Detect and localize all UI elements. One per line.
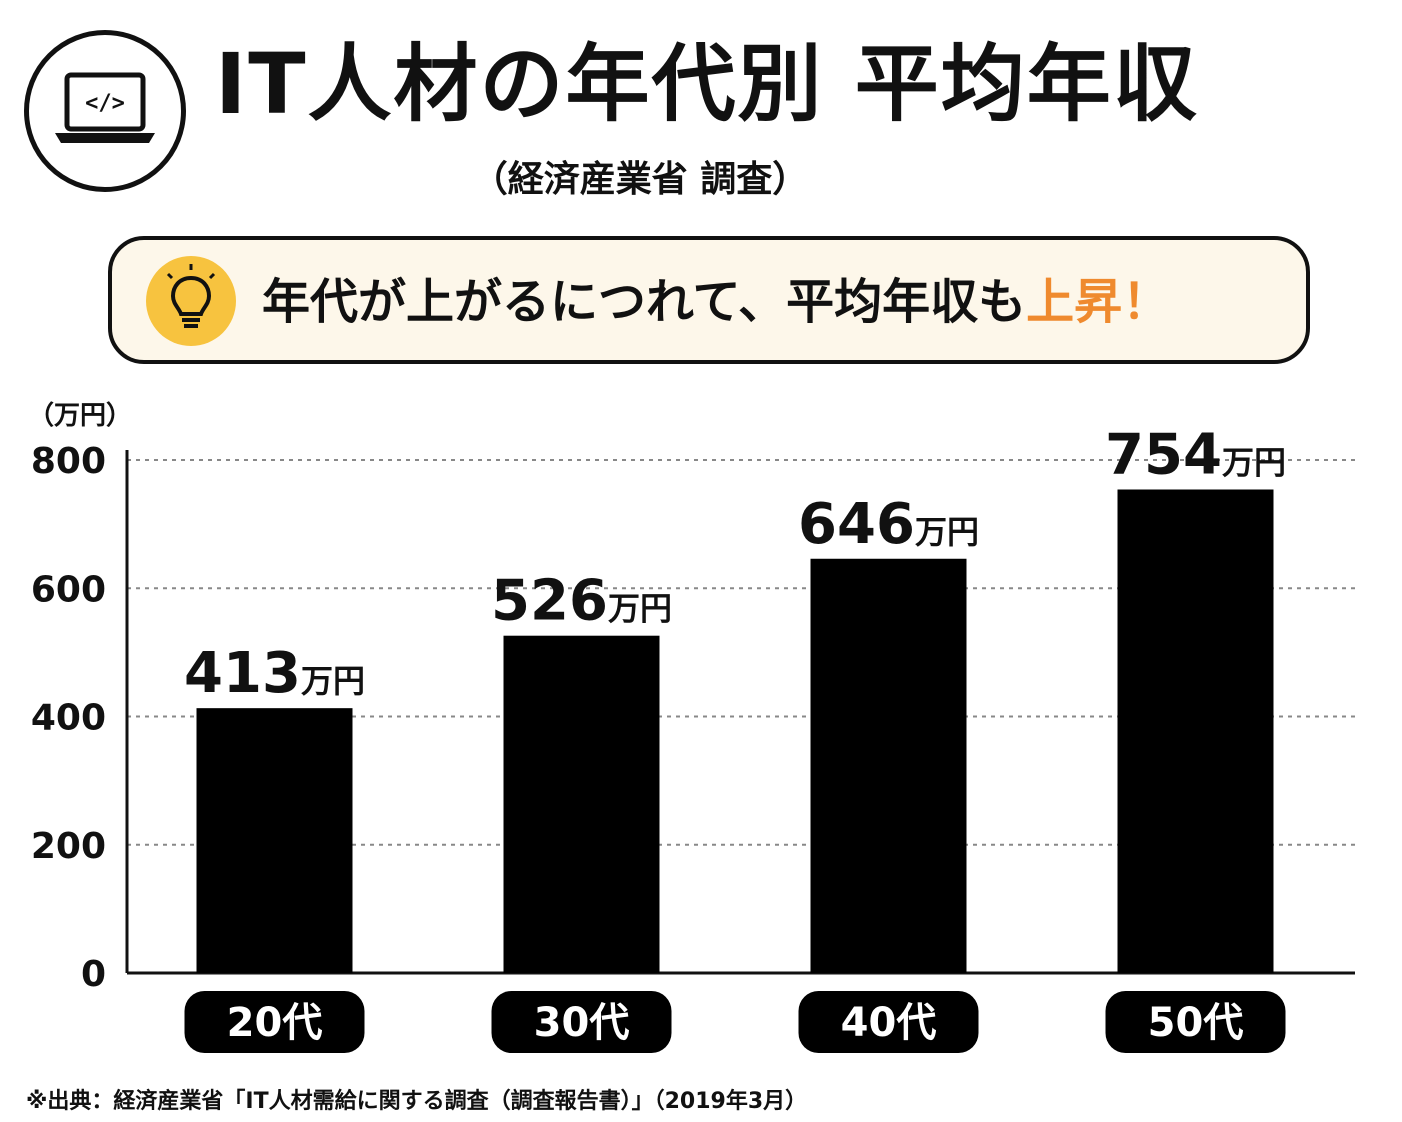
callout-main-text: 年代が上がるにつれて、平均年収も xyxy=(262,274,1027,330)
data-label: 754万円 xyxy=(1105,422,1286,487)
y-tick-label: 800 xyxy=(31,441,106,482)
x-tick-label: 40代 xyxy=(841,1000,937,1046)
bar-chart: （万円） 0 200 400 600 800 413万円 20代 526万円 30代 646万円 40… xyxy=(28,401,1355,1053)
x-tick-label: 30代 xyxy=(534,1000,630,1046)
bar xyxy=(1117,489,1274,973)
svg-text:</>: </> xyxy=(85,91,125,116)
data-label: 646万円 xyxy=(798,492,979,557)
data-label: 413万円 xyxy=(184,641,365,706)
y-tick-label: 0 xyxy=(81,954,106,995)
callout-highlight-text: 上昇！ xyxy=(1026,274,1171,330)
bar xyxy=(503,635,660,973)
page-title: IT人材の年代別 平均年収 xyxy=(215,35,1199,133)
y-tick-label: 200 xyxy=(31,826,106,867)
category-pill xyxy=(1105,991,1286,1053)
laptop-code-icon: </> xyxy=(24,30,186,192)
page-subtitle: （経済産業省 調査） xyxy=(471,159,809,200)
callout-box: 年代が上がるにつれて、平均年収も上昇！ xyxy=(108,236,1310,364)
callout-text: 年代が上がるにつれて、平均年収も上昇！ xyxy=(262,264,1170,340)
data-label: 526万円 xyxy=(491,569,672,634)
x-tick-label: 50代 xyxy=(1148,1000,1244,1046)
y-tick-label: 600 xyxy=(31,569,106,610)
bar xyxy=(196,708,353,973)
bar xyxy=(810,558,967,973)
source-footnote: ※出典：経済産業省「IT人材需給に関する調査（調査報告書）」（2019年3月） xyxy=(26,1089,808,1114)
category-pill xyxy=(184,991,365,1053)
lightbulb-icon xyxy=(146,256,236,346)
x-tick-label: 20代 xyxy=(227,1000,323,1046)
y-tick-label: 400 xyxy=(31,698,106,739)
category-pill xyxy=(798,991,979,1053)
y-axis-unit-label: （万円） xyxy=(28,401,132,431)
category-pill xyxy=(491,991,672,1053)
